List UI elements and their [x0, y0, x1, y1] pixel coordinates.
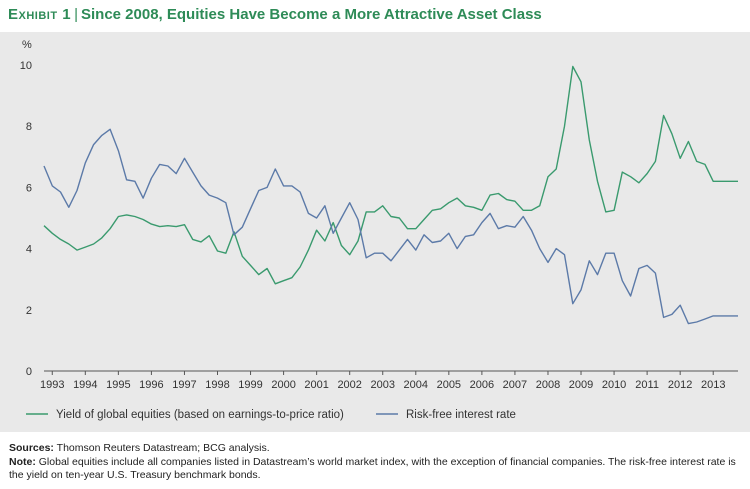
legend-label: Yield of global equities (based on earni… [56, 409, 344, 421]
chart-title: Exhibit 1 | Since 2008, Equities Have Beco… [8, 6, 542, 23]
x-tick-label: 2002 [337, 379, 361, 391]
x-tick-label: 2003 [370, 379, 394, 391]
x-tick-label: 2011 [635, 379, 659, 391]
x-tick-label: 1994 [73, 379, 97, 391]
y-tick-label: 10 [20, 60, 32, 72]
equity-yield-line [43, 65, 738, 285]
title-separator: | [74, 6, 78, 23]
sources-text: Thomson Reuters Datastream; BCG analysis… [53, 442, 270, 454]
y-tick-label: 2 [26, 305, 32, 317]
x-tick-label: 2012 [668, 379, 692, 391]
x-tick-label: 1993 [40, 379, 64, 391]
x-tick-label: 2005 [437, 379, 461, 391]
y-tick-label: 6 [26, 182, 32, 194]
x-tick-label: 1997 [172, 379, 196, 391]
sources-line: Sources: Thomson Reuters Datastream; BCG… [9, 442, 744, 456]
y-tick-label: 4 [26, 244, 32, 256]
x-tick-label: 2009 [569, 379, 593, 391]
line-chart: % 0 2 4 6 8 10 1993 1994 1995 1996 1997 1998 1999 2000… [20, 39, 738, 421]
x-tick-label: 1998 [205, 379, 229, 391]
risk-free-rate-line [43, 128, 738, 325]
y-axis-unit-label: % [22, 39, 32, 51]
note-line: Note: Global equities include all compan… [9, 456, 744, 483]
title-text: Since 2008, Equities Have Become a More … [80, 6, 542, 23]
x-tick-label: 2000 [271, 379, 295, 391]
exhibit-label: Exhibit 1 [8, 6, 72, 23]
note-label: Note: [9, 455, 36, 468]
sources-label: Sources: [9, 442, 54, 454]
x-tick-label: 1999 [238, 379, 262, 391]
x-tick-label: 2001 [304, 379, 328, 391]
note-text: Global equities include all companies li… [9, 455, 736, 482]
chart-notes: Sources: Thomson Reuters Datastream; BCG… [9, 442, 744, 483]
x-tick-label: 1995 [106, 379, 130, 391]
x-tick-label: 2010 [602, 379, 626, 391]
legend-label: Risk-free interest rate [406, 409, 516, 421]
x-tick-label: 2008 [536, 379, 560, 391]
x-tick-label: 2007 [503, 379, 527, 391]
x-tick-label: 2013 [701, 379, 725, 391]
x-tick-label: 2006 [470, 379, 494, 391]
y-tick-label: 8 [26, 121, 32, 133]
y-tick-label: 0 [26, 366, 32, 378]
x-tick-label: 2004 [404, 379, 428, 391]
chart-background [0, 32, 750, 432]
x-tick-label: 1996 [139, 379, 163, 391]
